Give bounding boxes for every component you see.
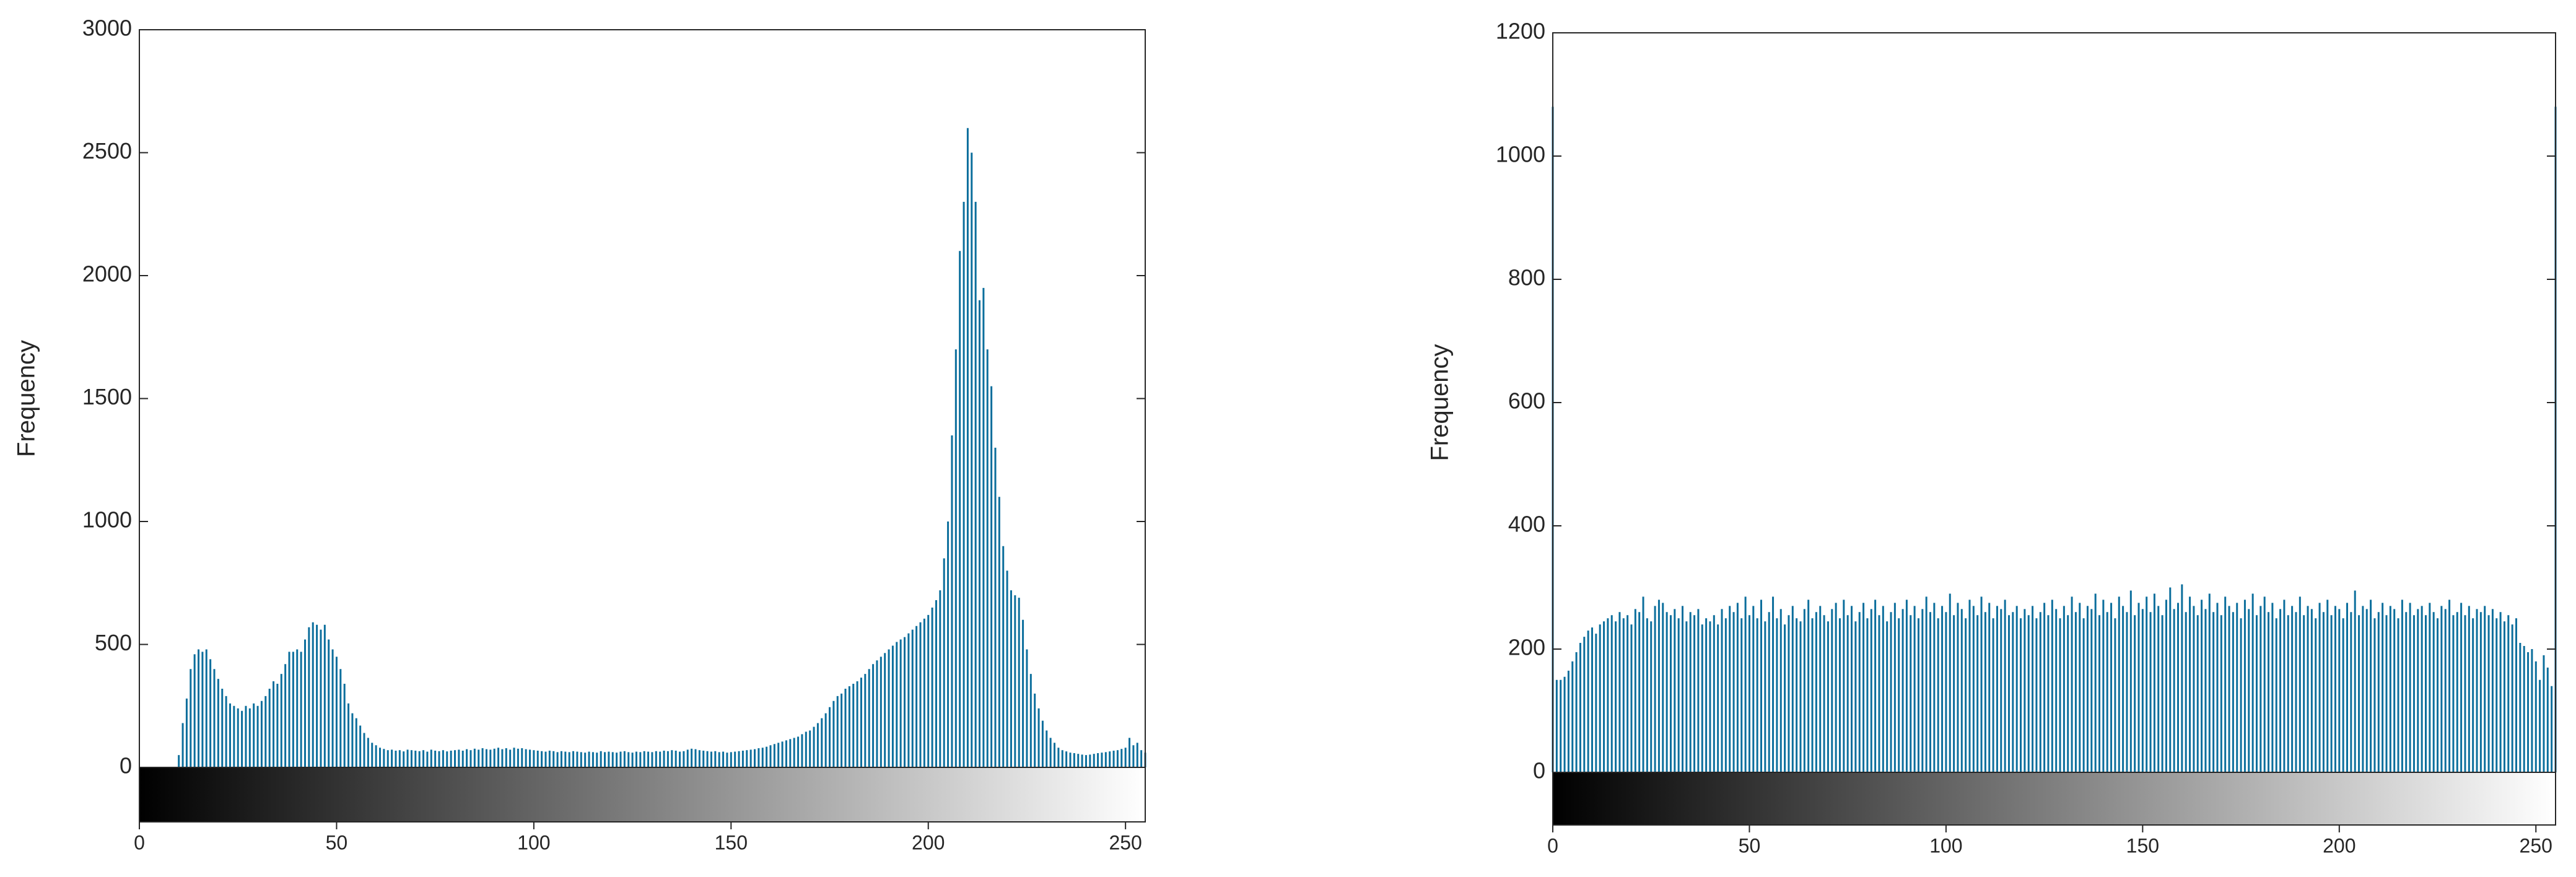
x-tick-label: 150 xyxy=(715,831,748,853)
x-tick-label: 100 xyxy=(1929,834,1962,857)
y-axis-label: Frequency xyxy=(1426,344,1454,461)
y-tick-label: 2500 xyxy=(82,138,132,164)
plot-area xyxy=(1553,33,2556,772)
grayscale-bar xyxy=(1552,772,2556,826)
y-tick-label: 3000 xyxy=(82,15,132,41)
x-tick-label: 200 xyxy=(2323,834,2356,857)
y-axis-label: Frequency xyxy=(13,340,40,457)
y-tick-label: 1500 xyxy=(82,384,132,409)
x-tick-label: 50 xyxy=(1739,834,1761,857)
y-tick-label: 500 xyxy=(95,630,132,655)
x-tick-label: 250 xyxy=(2520,834,2552,857)
x-tick-label: 0 xyxy=(134,831,145,853)
x-tick-label: 150 xyxy=(2126,834,2159,857)
y-tick-label: 1200 xyxy=(1496,19,1545,44)
plot-area xyxy=(139,30,1145,767)
y-tick-label: 800 xyxy=(1508,265,1545,290)
y-tick-label: 600 xyxy=(1508,388,1545,414)
y-tick-label: 400 xyxy=(1508,512,1545,537)
y-tick-label: 1000 xyxy=(1496,142,1545,167)
x-tick-label: 50 xyxy=(326,831,348,853)
y-tick-label: 0 xyxy=(1533,758,1545,783)
y-tick-label: 200 xyxy=(1508,635,1545,660)
histogram-panel: 0 200 400 600 800 1000 1200 0 50 100 150 200 250 Freq… xyxy=(1426,19,2557,857)
y-tick-label: 0 xyxy=(120,753,132,779)
x-tick-label: 200 xyxy=(912,831,945,853)
histogram-panel: 0 500 1000 1500 2000 2500 3000 0 50 100 150 200 250 F… xyxy=(13,15,1146,853)
y-tick-label: 1000 xyxy=(82,507,132,533)
x-tick-label: 0 xyxy=(1547,834,1558,857)
x-tick-label: 100 xyxy=(517,831,550,853)
grayscale-bar xyxy=(139,767,1146,822)
y-tick-label: 2000 xyxy=(82,261,132,287)
x-tick-label: 250 xyxy=(1109,831,1142,853)
